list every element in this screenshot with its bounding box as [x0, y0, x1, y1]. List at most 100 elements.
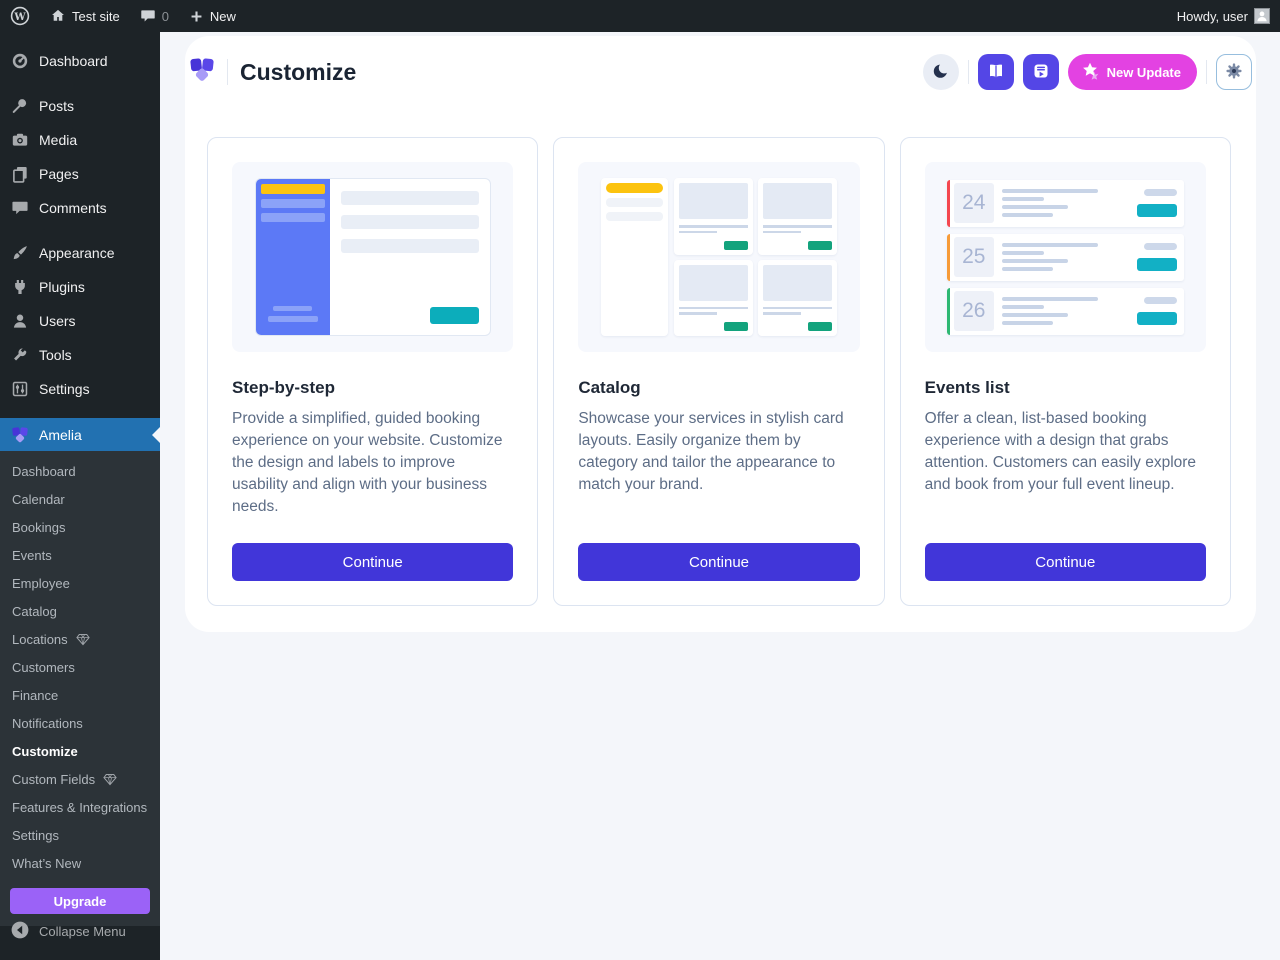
placeholder-bar: [1001, 189, 1099, 193]
active-menu-arrow: [152, 426, 160, 443]
paintbrush-icon: [10, 243, 30, 263]
plug-icon: [10, 277, 30, 297]
submenu-item-custom-fields[interactable]: Custom Fields: [0, 765, 160, 793]
placeholder-bar: [1001, 267, 1053, 271]
sidebar-item-dashboard[interactable]: Dashboard: [0, 44, 160, 78]
placeholder-bar: [678, 225, 748, 228]
wp-admin-bar: W Test site 0 New Howdy, user: [0, 0, 1280, 32]
placeholder-bar: [1001, 321, 1053, 325]
events-mockup: 24 25: [946, 179, 1184, 335]
submenu-item-customers[interactable]: Customers: [12, 659, 75, 675]
submenu-item-catalog[interactable]: Catalog: [12, 603, 57, 619]
main-content: Customize New Update: [160, 0, 1280, 632]
open-book-icon: [986, 61, 1006, 84]
header-actions: New Update: [922, 54, 1252, 90]
submenu-item-calendar[interactable]: Calendar: [12, 491, 65, 507]
camera-icon: [10, 130, 30, 150]
submenu-item-bookings[interactable]: Bookings: [12, 519, 66, 535]
sidebar-item-pages[interactable]: Pages: [0, 157, 160, 191]
sidebar-item-comments[interactable]: Comments: [0, 191, 160, 225]
placeholder-bar: [762, 306, 832, 309]
placeholder-button: [1136, 258, 1177, 271]
event-day: 26: [953, 291, 994, 331]
placeholder-lines: [994, 243, 1137, 271]
mockup-card-grid: [673, 178, 837, 336]
placeholder-bar: [605, 212, 663, 221]
placeholder-bar: [678, 306, 748, 309]
events-list-illustration: 24 25: [924, 162, 1206, 352]
submenu-item-employee[interactable]: Employee: [12, 575, 70, 591]
documentation-button[interactable]: [977, 54, 1014, 90]
placeholder-bar: [260, 199, 325, 208]
placeholder-button: [1136, 312, 1177, 325]
placeholder-image: [678, 264, 748, 301]
submenu-item-events[interactable]: Events: [12, 547, 52, 563]
event-color-flag: [946, 287, 950, 335]
sidebar-item-users[interactable]: Users: [0, 304, 160, 338]
sidebar-item-posts[interactable]: Posts: [0, 89, 160, 123]
wp-main-menu: Dashboard Posts Media Pages Comments App…: [0, 32, 160, 406]
sidebar-item-plugins[interactable]: Plugins: [0, 270, 160, 304]
dark-mode-toggle[interactable]: [922, 54, 959, 90]
mockup-event-row: 26: [946, 287, 1184, 335]
howdy-label: Howdy, user: [1176, 8, 1248, 24]
comments-icon: [10, 198, 30, 218]
placeholder-bar: [1001, 205, 1068, 209]
placeholder-bar: [1001, 259, 1068, 263]
mockup-sidebar: [600, 178, 668, 336]
new-update-button[interactable]: New Update: [1067, 54, 1197, 90]
card-title: Step-by-step: [232, 378, 335, 397]
continue-button-step-by-step[interactable]: Continue: [232, 543, 514, 581]
placeholder-bar: [1001, 243, 1099, 247]
my-account-menu[interactable]: Howdy, user: [1167, 0, 1280, 32]
submenu-item-whats-new[interactable]: What’s New: [12, 855, 82, 871]
settings-button[interactable]: [1216, 54, 1252, 90]
placeholder-bar: [1001, 197, 1044, 201]
placeholder-bar: [1143, 189, 1177, 196]
home-icon: [50, 8, 66, 24]
video-playlist-icon: [1031, 61, 1051, 84]
continue-button-events-list[interactable]: Continue: [924, 543, 1206, 581]
view-options: Step-by-step Provide a simplified, guide…: [185, 108, 1256, 632]
submenu-item-customize[interactable]: Customize: [12, 743, 78, 759]
wp-logo-menu[interactable]: W: [0, 0, 40, 32]
amelia-logo-icon: [10, 425, 30, 445]
sidebar-item-media[interactable]: Media: [0, 123, 160, 157]
sliders-icon: [10, 379, 30, 399]
dashboard-gauge-icon: [10, 51, 30, 71]
placeholder-bar: [340, 215, 479, 229]
submenu-item-settings[interactable]: Settings: [12, 827, 59, 843]
card-step-by-step: Step-by-step Provide a simplified, guide…: [207, 137, 539, 606]
placeholder-bar: [1001, 313, 1068, 317]
sidebar-item-tools[interactable]: Tools: [0, 338, 160, 372]
sidebar-item-settings[interactable]: Settings: [0, 372, 160, 406]
event-actions: [1136, 297, 1177, 325]
svg-text:W: W: [13, 12, 26, 23]
step-by-step-illustration: [232, 162, 514, 352]
sidebar-item-amelia[interactable]: Amelia: [0, 418, 160, 451]
continue-button-catalog[interactable]: Continue: [578, 543, 860, 581]
comments-menu[interactable]: 0: [130, 0, 179, 32]
placeholder-image: [762, 183, 832, 219]
event-actions: [1136, 189, 1177, 217]
mockup-event-row: 24: [946, 179, 1184, 227]
event-actions: [1136, 243, 1177, 271]
plus-icon: [189, 9, 204, 24]
comments-count: 0: [161, 8, 169, 24]
upgrade-button[interactable]: Upgrade: [10, 888, 150, 914]
site-name-menu[interactable]: Test site: [40, 0, 130, 32]
placeholder-bar: [267, 316, 318, 322]
placeholder-bar: [678, 312, 717, 315]
collapse-menu-button[interactable]: Collapse Menu: [0, 914, 136, 948]
wrench-icon: [10, 345, 30, 365]
video-tutorials-button[interactable]: [1022, 54, 1059, 90]
submenu-item-notifications[interactable]: Notifications: [12, 715, 83, 731]
submenu-item-locations[interactable]: Locations: [0, 625, 160, 653]
submenu-item-features-integrations[interactable]: Features & Integrations: [12, 799, 148, 815]
submenu-item-dashboard[interactable]: Dashboard: [12, 463, 76, 479]
sidebar-item-appearance[interactable]: Appearance: [0, 236, 160, 270]
submenu-item-finance[interactable]: Finance: [12, 687, 59, 703]
new-content-menu[interactable]: New: [179, 0, 246, 32]
mockup-card: [757, 259, 837, 336]
amelia-logo-icon: [187, 55, 217, 90]
